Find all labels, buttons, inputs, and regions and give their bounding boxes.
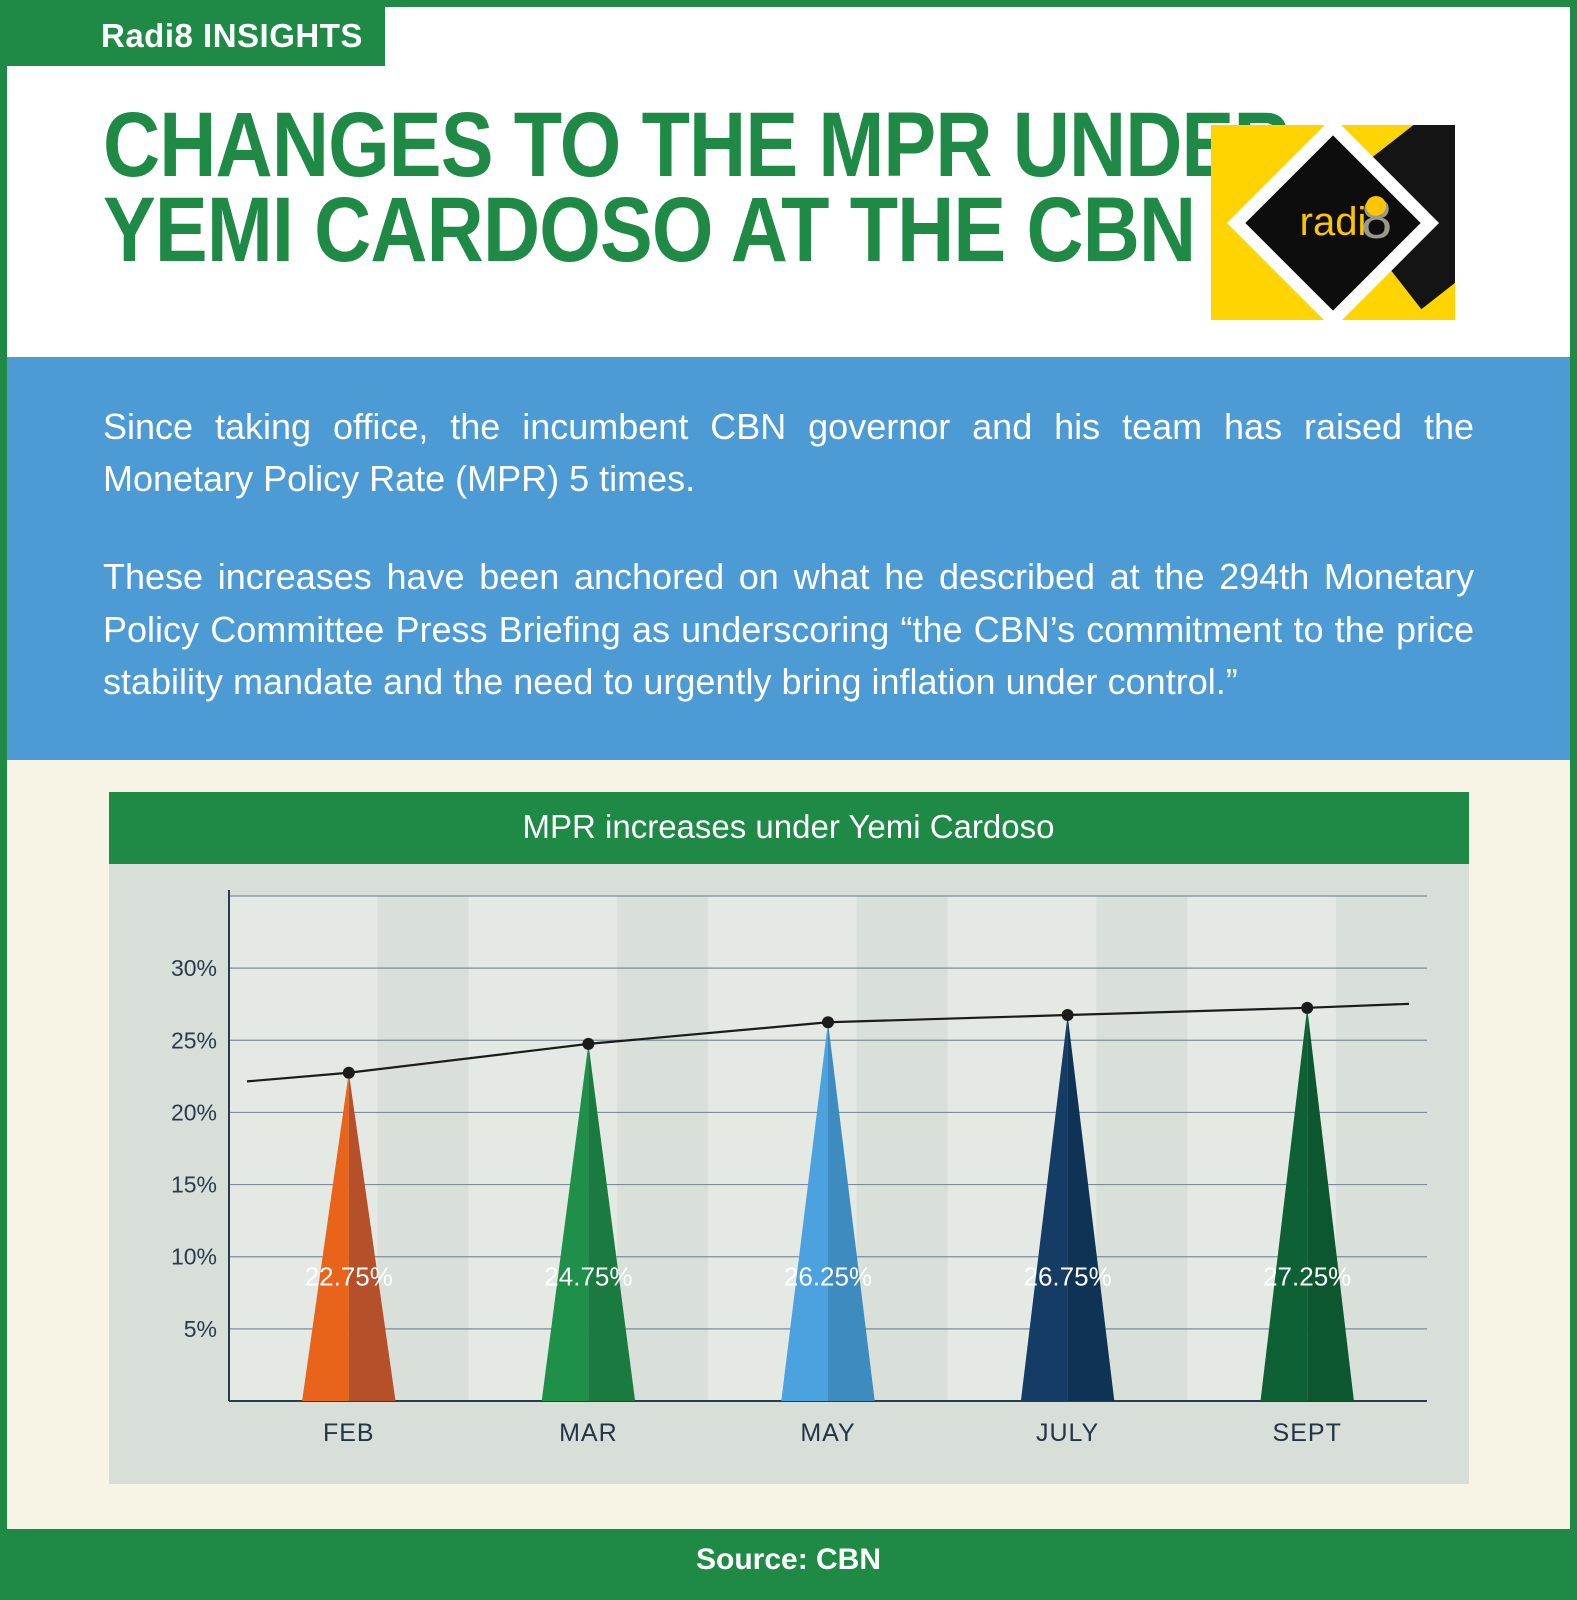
logo-dot-icon (1366, 195, 1386, 216)
svg-text:MAY: MAY (800, 1419, 855, 1447)
intro-panel: Since taking office, the incumbent CBN g… (7, 357, 1570, 760)
svg-text:SEPT: SEPT (1272, 1419, 1341, 1447)
chart-title: MPR increases under Yemi Cardoso (108, 791, 1469, 864)
svg-text:5%: 5% (183, 1316, 216, 1342)
svg-text:10%: 10% (170, 1244, 216, 1270)
chart-section: MPR increases under Yemi Cardoso 5% 10% 15… (7, 759, 1570, 1484)
svg-text:26.75%: 26.75% (1023, 1262, 1111, 1292)
svg-text:27.25%: 27.25% (1263, 1262, 1351, 1292)
intro-paragraph-2: These increases have been anchored on wh… (103, 556, 1474, 702)
svg-text:24.75%: 24.75% (544, 1262, 632, 1292)
mpr-bar-chart: 5% 10% 15% 20% 25% 30% 22.75% 24.75% 26.25% 26.75… (170, 889, 1427, 1447)
svg-text:20%: 20% (170, 1099, 216, 1125)
svg-text:22.75%: 22.75% (304, 1262, 392, 1292)
svg-text:26.25%: 26.25% (783, 1262, 871, 1292)
svg-text:JULY: JULY (1035, 1419, 1098, 1447)
svg-text:MAR: MAR (559, 1419, 618, 1447)
title-line-2: YEMI CARDOSO AT THE CBN (103, 178, 1196, 281)
svg-text:FEB: FEB (322, 1419, 374, 1447)
chart-card: MPR increases under Yemi Cardoso 5% 10% 15… (108, 791, 1469, 1484)
title-line-1: CHANGES TO THE MPR UNDER (103, 94, 1291, 196)
svg-text:15%: 15% (170, 1172, 216, 1198)
header: Radi8 INSIGHTS CHANGES TO THE MPR UNDER … (7, 7, 1570, 357)
svg-text:30%: 30% (170, 955, 216, 981)
insights-tag: Radi8 INSIGHTS (7, 7, 385, 66)
source-footer: Source: CBN (7, 1529, 1570, 1593)
chart-plot-area: 5% 10% 15% 20% 25% 30% 22.75% 24.75% 26.25% 26.75… (109, 864, 1469, 1484)
radi8-logo: radi 8 (1211, 125, 1455, 320)
svg-text:25%: 25% (170, 1027, 216, 1053)
intro-paragraph-1: Since taking office, the incumbent CBN g… (103, 406, 1474, 500)
page-title: CHANGES TO THE MPR UNDER YEMI CARDOSO AT… (103, 94, 1291, 281)
logo-wordmark: radi (1299, 200, 1367, 244)
